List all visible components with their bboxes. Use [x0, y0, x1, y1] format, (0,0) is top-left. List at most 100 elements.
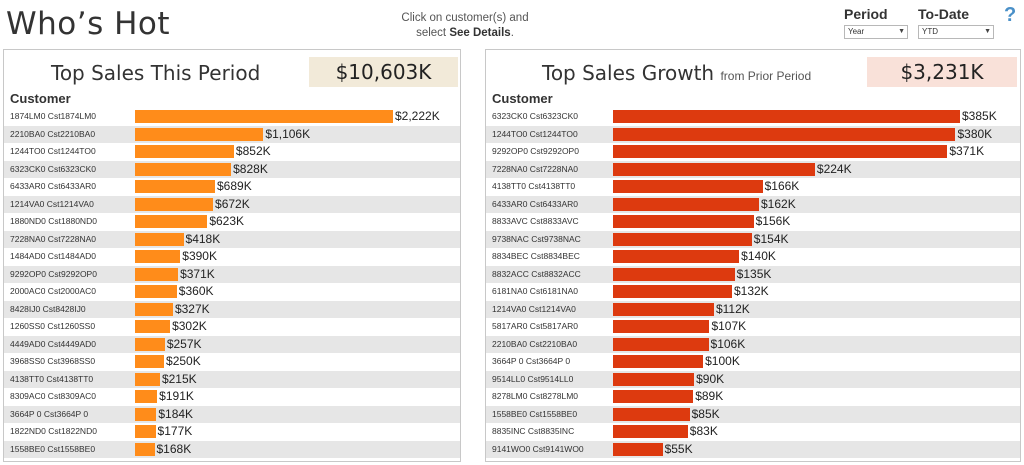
help-icon[interactable]: ?: [1004, 4, 1017, 26]
sales-customer-row[interactable]: 1874LM0 Cst1874LM0 $2,222K: [4, 108, 460, 126]
sales-bar[interactable]: [135, 267, 179, 281]
growth-customer-row[interactable]: 8833AVC Cst8833AVC $156K: [486, 213, 1020, 231]
growth-bar[interactable]: [613, 180, 763, 193]
growth-bar[interactable]: [613, 267, 735, 281]
growth-bar[interactable]: [613, 110, 960, 123]
growth-bar[interactable]: [613, 320, 710, 333]
sales-customer-row[interactable]: 8309AC0 Cst8309AC0 $191K: [4, 388, 460, 406]
growth-customer-label: 8833AVC Cst8833AVC: [492, 216, 579, 226]
growth-customer-row[interactable]: 9738NAC Cst9738NAC $154K: [486, 230, 1020, 248]
growth-customer-row[interactable]: 1558BE0 Cst1558BE0 $85K: [486, 405, 1020, 423]
sales-bar[interactable]: [135, 337, 165, 351]
sales-customer-row[interactable]: 2210BA0 Cst2210BA0 $1,106K: [4, 125, 460, 143]
sales-bar[interactable]: [135, 110, 393, 123]
growth-bar[interactable]: [613, 215, 754, 228]
growth-customer-row[interactable]: 9292OP0 Cst9292OP0 $371K: [486, 143, 1020, 161]
sales-customer-row[interactable]: 6433AR0 Cst6433AR0 $689K: [4, 178, 460, 196]
growth-customer-row[interactable]: 4138TT0 Cst4138TT0 $166K: [486, 178, 1020, 196]
top-growth-total: $3,231K: [867, 57, 1017, 87]
sales-customer-row[interactable]: 1484AD0 Cst1484AD0 $390K: [4, 248, 460, 266]
sales-customer-row[interactable]: 4449AD0 Cst4449AD0 $257K: [4, 335, 460, 353]
growth-bar[interactable]: [613, 197, 759, 211]
growth-value-label: $132K: [733, 284, 769, 298]
sales-customer-row[interactable]: 1558BE0 Cst1558BE0 $168K: [4, 440, 460, 458]
growth-customer-row[interactable]: 8835INC Cst8835INC $83K: [486, 423, 1020, 441]
chevron-down-icon: ▼: [898, 28, 905, 35]
sales-customer-row[interactable]: 1880ND0 Cst1880ND0 $623K: [4, 213, 460, 231]
sales-bar[interactable]: [135, 302, 173, 316]
sales-customer-row[interactable]: 8428IJ0 Cst8428IJ0 $327K: [4, 300, 460, 318]
sales-bar[interactable]: [135, 232, 184, 246]
sales-bar[interactable]: [135, 320, 171, 333]
sales-customer-row[interactable]: 2000AC0 Cst2000AC0 $360K: [4, 283, 460, 301]
sales-customer-row[interactable]: 1822ND0 Cst1822ND0 $177K: [4, 423, 460, 441]
growth-customer-row[interactable]: 9141WO0 Cst9141WO0 $55K: [486, 440, 1020, 458]
todate-dropdown-value: YTD: [922, 27, 938, 36]
growth-bar[interactable]: [613, 355, 704, 368]
growth-bar[interactable]: [613, 337, 709, 351]
growth-value-label: $107K: [711, 319, 747, 333]
growth-customer-label: 3664P 0 Cst3664P 0: [492, 356, 571, 366]
sales-customer-label: 1874LM0 Cst1874LM0: [10, 111, 97, 121]
growth-customer-row[interactable]: 8834BEC Cst8834BEC $140K: [486, 248, 1020, 266]
growth-customer-row[interactable]: 1244TO0 Cst1244TO0 $380K: [486, 125, 1020, 143]
sales-customer-row[interactable]: 3664P 0 Cst3664P 0 $184K: [4, 405, 460, 423]
sales-bar[interactable]: [135, 407, 157, 421]
growth-bar[interactable]: [613, 390, 694, 403]
growth-bar[interactable]: [613, 285, 732, 298]
period-dropdown[interactable]: Year ▼: [844, 25, 908, 39]
growth-customer-row[interactable]: 5817AR0 Cst5817AR0 $107K: [486, 318, 1020, 336]
sales-customer-row[interactable]: 6323CK0 Cst6323CK0 $828K: [4, 160, 460, 178]
growth-customer-row[interactable]: 6433AR0 Cst6433AR0 $162K: [486, 195, 1020, 213]
sales-customer-label: 8309AC0 Cst8309AC0: [10, 391, 97, 401]
growth-bar[interactable]: [613, 162, 815, 176]
growth-bar[interactable]: [613, 442, 663, 456]
growth-bar[interactable]: [613, 127, 956, 141]
sales-value-label: $418K: [185, 231, 221, 246]
growth-customer-row[interactable]: 2210BA0 Cst2210BA0 $106K: [486, 335, 1020, 353]
todate-dropdown[interactable]: YTD ▼: [918, 25, 994, 39]
sales-bar[interactable]: [135, 197, 214, 211]
sales-bar[interactable]: [135, 285, 177, 298]
growth-bar[interactable]: [613, 145, 948, 158]
growth-bar[interactable]: [613, 407, 690, 421]
growth-bar[interactable]: [613, 302, 714, 316]
sales-bar[interactable]: [135, 162, 232, 176]
growth-value-label: $385K: [962, 109, 997, 123]
growth-bar[interactable]: [613, 425, 688, 438]
growth-customer-row[interactable]: 6323CK0 Cst6323CK0 $385K: [486, 108, 1020, 126]
customer-column-header: Customer: [10, 91, 71, 106]
sales-bar[interactable]: [135, 442, 155, 456]
growth-value-label: $166K: [764, 179, 800, 193]
sales-customer-row[interactable]: 3968SS0 Cst3968SS0 $250K: [4, 353, 460, 371]
sales-bar[interactable]: [135, 355, 165, 368]
growth-customer-row[interactable]: 8832ACC Cst8832ACC $135K: [486, 265, 1020, 283]
sales-bar[interactable]: [135, 215, 208, 228]
growth-bar[interactable]: [613, 372, 695, 386]
sales-bar[interactable]: [135, 180, 215, 193]
sales-bar[interactable]: [135, 390, 158, 403]
sales-customer-row[interactable]: 1244TO0 Cst1244TO0 $852K: [4, 143, 460, 161]
sales-customer-label: 1484AD0 Cst1484AD0: [10, 251, 97, 261]
sales-bar[interactable]: [135, 250, 181, 263]
growth-customer-row[interactable]: 1214VA0 Cst1214VA0 $112K: [486, 300, 1020, 318]
sales-bar[interactable]: [135, 145, 234, 158]
growth-bar[interactable]: [613, 232, 752, 246]
growth-customer-label: 9738NAC Cst9738NAC: [492, 233, 581, 244]
sales-customer-row[interactable]: 4138TT0 Cst4138TT0 $215K: [4, 370, 460, 388]
top-growth-header: Top Sales Growth from Prior Period $3,23…: [486, 54, 1020, 87]
sales-customer-label: 6323CK0 Cst6323CK0: [10, 163, 97, 174]
sales-customer-row[interactable]: 9292OP0 Cst9292OP0 $371K: [4, 265, 460, 283]
growth-bar[interactable]: [613, 250, 740, 263]
growth-customer-row[interactable]: 7228NA0 Cst7228NA0 $224K: [486, 160, 1020, 178]
growth-customer-row[interactable]: 9514LL0 Cst9514LL0 $90K: [486, 370, 1020, 388]
sales-bar[interactable]: [135, 127, 264, 141]
growth-customer-row[interactable]: 3664P 0 Cst3664P 0 $100K: [486, 353, 1020, 371]
sales-customer-row[interactable]: 1214VA0 Cst1214VA0 $672K: [4, 195, 460, 213]
growth-customer-row[interactable]: 8278LM0 Cst8278LM0 $89K: [486, 388, 1020, 406]
sales-bar[interactable]: [135, 425, 156, 438]
growth-customer-row[interactable]: 6181NA0 Cst6181NA0 $132K: [486, 283, 1020, 301]
sales-customer-row[interactable]: 1260SS0 Cst1260SS0 $302K: [4, 318, 460, 336]
sales-customer-row[interactable]: 7228NA0 Cst7228NA0 $418K: [4, 230, 460, 248]
sales-bar[interactable]: [135, 372, 160, 386]
